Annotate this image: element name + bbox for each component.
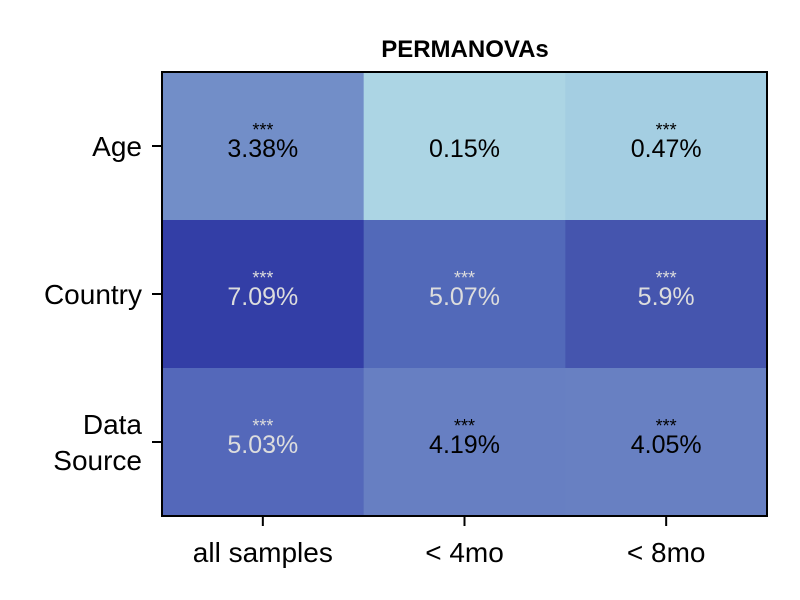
y-tick-label: Source xyxy=(53,445,142,476)
cell-value-label: 7.09% xyxy=(227,283,298,311)
significance-label: *** xyxy=(252,268,273,288)
heatmap-cell xyxy=(363,72,566,221)
heatmap-cell xyxy=(363,220,566,369)
cell-value-label: 5.9% xyxy=(638,283,695,311)
heatmap-cell xyxy=(162,220,365,369)
y-axis: Age Country Data Source xyxy=(44,131,162,476)
significance-label: *** xyxy=(252,120,273,140)
cell-value-label: 4.05% xyxy=(631,431,702,459)
significance-label: *** xyxy=(454,268,475,288)
heatmap-cell xyxy=(565,72,768,221)
heatmap-cell xyxy=(162,368,365,517)
cell-value-label: 0.47% xyxy=(631,135,702,163)
significance-label: *** xyxy=(656,268,677,288)
x-tick-label: < 4mo xyxy=(425,537,504,568)
significance-label: *** xyxy=(252,416,273,436)
heatmap-cells: ***3.38% 0.15%***0.47%***7.09%***5.07%***… xyxy=(162,72,768,517)
chart-title: PERMANOVAs xyxy=(381,36,549,63)
y-tick-label: Data xyxy=(83,409,143,440)
heatmap-cell xyxy=(565,368,768,517)
cell-value-label: 5.07% xyxy=(429,283,500,311)
heatmap-cell xyxy=(565,220,768,369)
cell-value-label: 5.03% xyxy=(227,431,298,459)
x-axis: all samples < 4mo < 8mo xyxy=(193,516,706,568)
heatmap-cell xyxy=(363,368,566,517)
significance-label: *** xyxy=(656,120,677,140)
cell-value-label: 4.19% xyxy=(429,431,500,459)
significance-label: *** xyxy=(656,416,677,436)
significance-label: *** xyxy=(454,416,475,436)
cell-value-label: 3.38% xyxy=(227,135,298,163)
y-tick-label: Age xyxy=(92,131,142,162)
heatmap-cell xyxy=(162,72,365,221)
x-tick-label: all samples xyxy=(193,537,333,568)
x-tick-label: < 8mo xyxy=(627,537,706,568)
cell-value-label: 0.15% xyxy=(429,135,500,163)
y-tick-label: Country xyxy=(44,279,142,310)
